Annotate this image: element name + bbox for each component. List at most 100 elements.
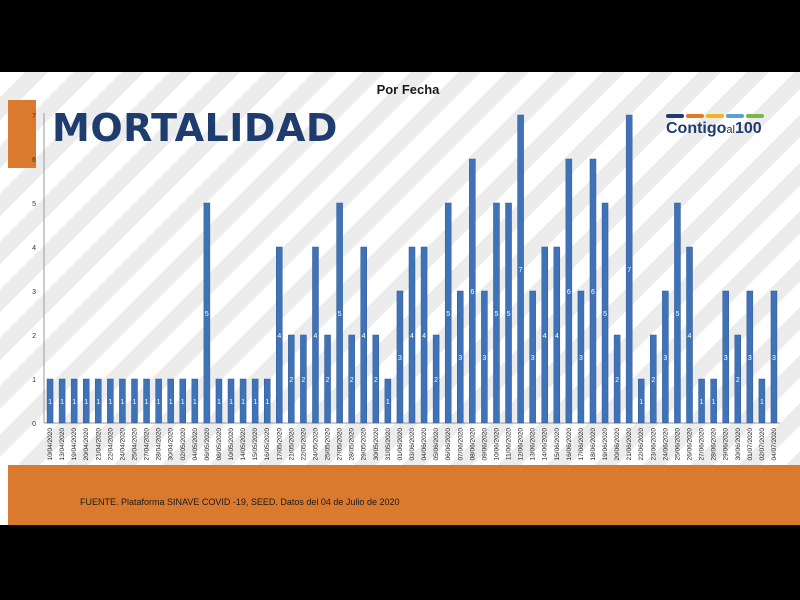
data-label: 1 bbox=[229, 399, 233, 406]
data-label: 1 bbox=[108, 399, 112, 406]
data-label: 5 bbox=[205, 311, 209, 318]
x-tick-label: 21/05/2020 bbox=[288, 428, 295, 461]
data-label: 5 bbox=[446, 311, 450, 318]
x-tick-label: 18/06/2020 bbox=[590, 428, 597, 461]
bar bbox=[674, 202, 681, 424]
source-note: FUENTE. Plataforma SINAVE COVID -19, SEE… bbox=[80, 497, 400, 507]
logo-bar-3 bbox=[726, 114, 744, 118]
x-tick-label: 31/05/2020 bbox=[385, 428, 392, 461]
data-label: 6 bbox=[591, 289, 595, 296]
bar bbox=[601, 202, 609, 424]
bar bbox=[746, 290, 754, 424]
x-tick-label: 10/05/2020 bbox=[228, 428, 235, 461]
logo-text: Contigoal100 bbox=[666, 120, 762, 137]
data-label: 4 bbox=[277, 333, 281, 340]
data-label: 6 bbox=[567, 289, 571, 296]
x-tick-label: 16/06/2020 bbox=[566, 428, 573, 461]
bar bbox=[758, 378, 766, 424]
x-tick-label: 29/06/2020 bbox=[723, 428, 730, 461]
x-tick-label: 04/05/2020 bbox=[192, 428, 199, 461]
bar bbox=[469, 158, 476, 424]
data-label: 1 bbox=[72, 399, 76, 406]
data-label: 5 bbox=[507, 311, 511, 318]
x-tick-label: 04/06/2020 bbox=[421, 428, 428, 461]
x-tick-label: 28/06/2020 bbox=[711, 428, 718, 461]
bar bbox=[348, 334, 355, 424]
data-label: 3 bbox=[663, 355, 667, 362]
x-tick-label: 24/06/2020 bbox=[662, 428, 669, 461]
x-tick-label: 08/06/2020 bbox=[469, 428, 476, 461]
bar bbox=[58, 378, 66, 424]
bar bbox=[107, 378, 114, 424]
bar bbox=[95, 378, 102, 424]
data-label: 1 bbox=[700, 399, 704, 406]
data-label: 4 bbox=[362, 333, 366, 340]
data-label: 5 bbox=[603, 311, 607, 318]
x-tick-label: 27/06/2020 bbox=[699, 428, 706, 461]
data-label: 5 bbox=[495, 311, 499, 318]
data-label: 1 bbox=[145, 399, 149, 406]
bar bbox=[143, 378, 150, 424]
x-tick-label: 19/04/2020 bbox=[71, 428, 78, 461]
x-tick-label: 29/05/2020 bbox=[361, 428, 368, 461]
x-tick-label: 13/06/2020 bbox=[530, 428, 537, 461]
bar bbox=[432, 334, 440, 424]
y-tick-label: 2 bbox=[32, 333, 36, 340]
bar bbox=[119, 378, 126, 424]
data-label: 4 bbox=[555, 333, 559, 340]
x-tick-label: 12/06/2020 bbox=[518, 428, 525, 461]
bar bbox=[312, 246, 319, 424]
x-tick-label: 09/06/2020 bbox=[481, 428, 488, 461]
x-tick-label: 08/05/2020 bbox=[216, 428, 223, 461]
y-tick-label: 5 bbox=[32, 201, 36, 208]
x-tick-label: 23/06/2020 bbox=[650, 428, 657, 461]
data-label: 4 bbox=[688, 333, 692, 340]
data-label: 4 bbox=[543, 333, 547, 340]
bar bbox=[227, 378, 235, 424]
x-tick-label: 15/05/2020 bbox=[252, 428, 259, 461]
data-label: 1 bbox=[120, 399, 124, 406]
data-label: 1 bbox=[265, 399, 269, 406]
bar bbox=[179, 378, 187, 424]
data-label: 1 bbox=[253, 399, 257, 406]
data-label: 7 bbox=[519, 267, 523, 274]
bar bbox=[324, 334, 331, 424]
data-label: 6 bbox=[470, 289, 474, 296]
bar bbox=[300, 334, 307, 424]
bar-chart: 0 1 2 3 4 5 6 7 1 10/04/2020 1 13/04/2020 1 19/04/202… bbox=[32, 113, 780, 461]
bar bbox=[589, 158, 597, 424]
bar bbox=[131, 378, 138, 424]
data-label: 5 bbox=[675, 311, 679, 318]
data-label: 1 bbox=[48, 399, 52, 406]
data-label: 3 bbox=[724, 355, 728, 362]
bar bbox=[288, 334, 295, 424]
x-tick-label: 17/06/2020 bbox=[578, 428, 585, 461]
bar bbox=[263, 378, 271, 424]
bar bbox=[70, 378, 78, 424]
bar bbox=[420, 246, 428, 424]
x-tick-label: 05/06/2020 bbox=[433, 428, 440, 461]
data-label: 3 bbox=[482, 355, 486, 362]
x-tick-label: 17/05/2020 bbox=[276, 428, 283, 461]
bar bbox=[686, 246, 693, 424]
x-tick-label: 25/05/2020 bbox=[325, 428, 332, 461]
logo-bar-2 bbox=[706, 114, 724, 118]
footer-bar: FUENTE. Plataforma SINAVE COVID -19, SEE… bbox=[8, 465, 800, 525]
y-tick-label: 0 bbox=[32, 421, 36, 428]
x-tick-label: 25/04/2020 bbox=[131, 428, 138, 461]
x-tick-label: 13/04/2020 bbox=[59, 428, 66, 461]
data-label: 1 bbox=[96, 399, 100, 406]
x-tick-label: 01/06/2020 bbox=[397, 428, 404, 461]
bar bbox=[565, 158, 573, 424]
x-tick-label: 28/04/2020 bbox=[156, 428, 163, 461]
y-tick-label: 4 bbox=[32, 245, 36, 252]
bar bbox=[457, 290, 464, 424]
data-label: 2 bbox=[326, 377, 330, 384]
x-tick-label: 02/05/2020 bbox=[180, 428, 187, 461]
x-tick-label: 24/05/2020 bbox=[312, 428, 319, 461]
x-tick-label: 02/07/2020 bbox=[759, 428, 766, 461]
bar bbox=[625, 114, 633, 424]
bar bbox=[710, 378, 717, 424]
data-label: 2 bbox=[615, 377, 619, 384]
x-tick-label: 21/06/2020 bbox=[626, 428, 633, 461]
